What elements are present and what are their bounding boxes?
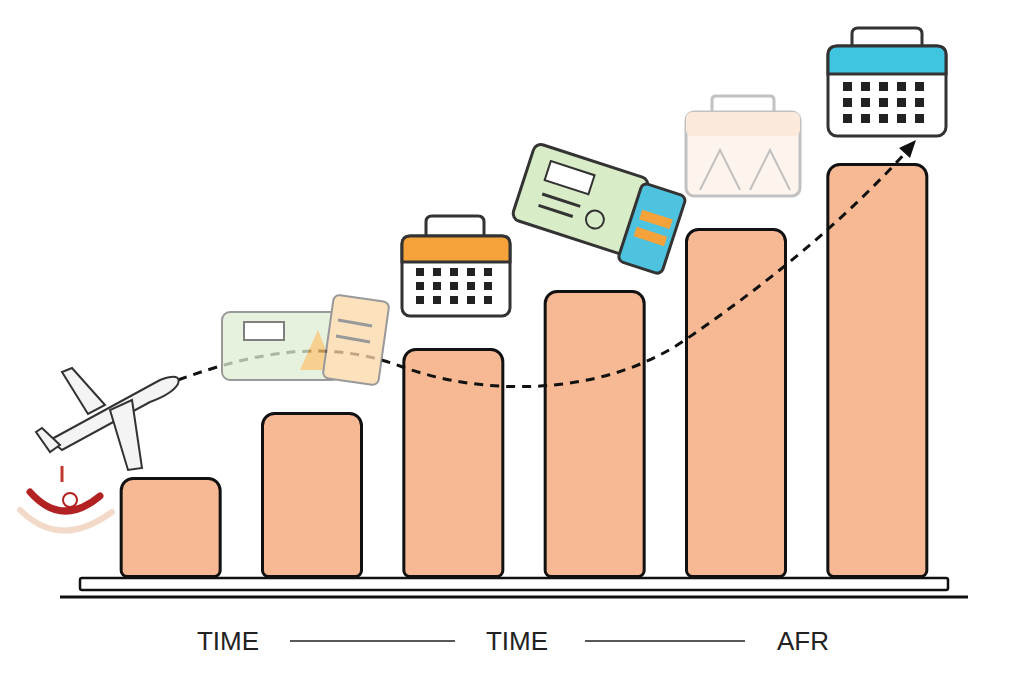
svg-text:TIME: TIME: [197, 626, 259, 656]
svg-text:AFR: AFR: [777, 626, 829, 656]
svg-text:TIME: TIME: [486, 626, 548, 656]
